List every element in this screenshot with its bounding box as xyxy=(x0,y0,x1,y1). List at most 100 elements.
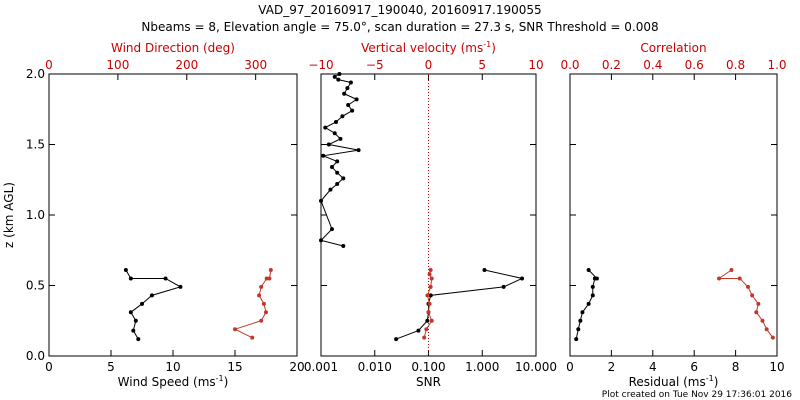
residual-top-tick-label: 0.6 xyxy=(685,58,704,72)
snr-series-black-point xyxy=(321,153,326,158)
wind-series-black-point xyxy=(178,284,183,289)
wind-series-black-point xyxy=(128,276,133,281)
snr-series-black-point xyxy=(329,227,334,232)
residual-bottom-tick-label: 4 xyxy=(649,360,657,374)
snr-series-black-point xyxy=(319,198,323,203)
wind-bottom-tick-label: 5 xyxy=(107,360,115,374)
snr-series-red-point xyxy=(427,272,432,277)
wind-series-black-point xyxy=(123,267,128,272)
snr-top-tick-label: −10 xyxy=(308,58,333,72)
snr-series-black-point xyxy=(326,142,331,147)
snr-series-black-point xyxy=(338,136,343,141)
y-tick-label: 2.0 xyxy=(26,67,45,81)
snr-series-black-point xyxy=(335,159,340,164)
snr-series-red-point xyxy=(425,293,430,298)
plot-created-footer: Plot created on Tue Nov 29 17:36:01 2016 xyxy=(602,390,792,400)
residual-series-red-point xyxy=(717,276,722,281)
snr-series-black-point xyxy=(354,97,359,102)
snr-series-red-2-line xyxy=(423,269,433,338)
snr-series-red-point xyxy=(427,301,432,306)
y-tick-label: 1.0 xyxy=(26,208,45,222)
residual-series-black-point xyxy=(586,267,591,272)
snr-panel: 0.001 0.010 0.100 1.000 10.000 −10 −5 0 5 10 SNR Ve… xyxy=(304,40,557,389)
wind-series-red-point xyxy=(264,310,268,315)
snr-top-tick-label: 5 xyxy=(478,58,486,72)
y-tick-label: 0.0 xyxy=(26,349,45,363)
snr-series-black-point xyxy=(350,108,355,113)
residual-top-tick-label: 0.4 xyxy=(643,58,662,72)
residual-series-red-1-line xyxy=(717,269,774,338)
residual-series-red-point xyxy=(737,276,742,281)
residual-x-axis-label: Residual (ms-1) xyxy=(629,374,719,389)
residual-bottom-tick-label: 2 xyxy=(608,360,616,374)
wind-x-axis-label: Wind Speed (ms-1) xyxy=(118,374,229,389)
wind-series-red-point xyxy=(267,276,272,281)
snr-series-black-point xyxy=(332,74,337,79)
residual-top-tick-label: 1.0 xyxy=(767,58,786,72)
residual-series-black-point xyxy=(576,327,581,332)
snr-bottom-tick-label: 0.010 xyxy=(358,360,392,374)
snr-series-black-point xyxy=(346,103,351,108)
residual-series-black-point xyxy=(574,337,579,342)
y-tick-label: 1.5 xyxy=(26,138,45,152)
residual-frame xyxy=(569,73,778,357)
snr-series-black-point xyxy=(332,131,337,136)
snr-series-red-point xyxy=(428,267,433,272)
snr-series-black-point xyxy=(416,328,421,333)
snr-series-black-1-line xyxy=(395,269,524,340)
snr-series-red-point xyxy=(428,284,433,289)
y-tick-label: 0.5 xyxy=(26,279,45,293)
snr-series-red-point xyxy=(424,327,429,332)
residual-series-red-point xyxy=(756,301,761,306)
snr-series-black-point xyxy=(333,119,338,124)
snr-top-tick-label: 10 xyxy=(528,58,543,72)
snr-top-tick-label: −5 xyxy=(366,58,384,72)
snr-top-axis-label: Vertical velocity (ms-1) xyxy=(361,40,496,55)
residual-series-red-point xyxy=(750,293,755,298)
snr-series-black-point xyxy=(328,187,333,192)
residual-bottom-tick-label: 10 xyxy=(769,360,784,374)
title-line-1: VAD_97_20160917_190040, 20160917.190055 xyxy=(258,3,541,17)
residual-series-black-point xyxy=(594,276,599,281)
title-line-2: Nbeams = 8, Elevation angle = 75.0°, sca… xyxy=(141,20,658,34)
snr-series-black-point xyxy=(394,337,399,342)
snr-series-black-point xyxy=(329,165,334,170)
residual-bottom-tick-label: 6 xyxy=(690,360,698,374)
snr-series-red-point xyxy=(429,276,434,281)
snr-series-black-point xyxy=(336,77,341,82)
wind-series-red-point xyxy=(268,267,273,272)
snr-x-axis-label: SNR xyxy=(416,375,441,389)
wind-bottom-tick-label: 0 xyxy=(45,360,53,374)
residual-top-tick-label: 0.8 xyxy=(726,58,745,72)
wind-series-black-point xyxy=(133,318,138,323)
snr-series-black-point xyxy=(319,238,323,243)
y-axis-label: z (km AGL) xyxy=(2,182,16,248)
wind-top-axis-label: Wind Direction (deg) xyxy=(111,41,235,55)
snr-series-black-point xyxy=(335,170,340,175)
residual-panel: 0 2 4 6 8 10 0.0 0.2 0.4 0.6 0.8 1.0 Residual (ms-1)… xyxy=(560,41,786,389)
wind-series-red-point xyxy=(257,293,262,298)
snr-bottom-tick-label: 0.001 xyxy=(304,360,338,374)
residual-top-tick-label: 0.2 xyxy=(602,58,621,72)
snr-top-tick-label: 0 xyxy=(425,58,433,72)
snr-series-black-point xyxy=(342,91,347,96)
residual-series-red-point xyxy=(770,335,775,340)
snr-series-black-point xyxy=(501,284,506,289)
snr-series-black-point xyxy=(520,276,525,281)
residual-bottom-tick-label: 0 xyxy=(566,360,574,374)
residual-top-tick-label: 0.0 xyxy=(560,58,579,72)
snr-series-black-point xyxy=(335,181,340,186)
wind-series-red-point xyxy=(261,301,266,306)
snr-bottom-tick-label: 1.000 xyxy=(465,360,499,374)
residual-bottom-tick-label: 8 xyxy=(732,360,740,374)
wind-series-red-point xyxy=(259,284,264,289)
residual-series-black-point xyxy=(578,318,583,323)
snr-series-black-point xyxy=(337,72,342,76)
snr-bottom-tick-label: 0.100 xyxy=(411,360,445,374)
residual-series-black-point xyxy=(590,293,595,298)
snr-series-black-0-line xyxy=(320,73,359,247)
snr-series-black-point xyxy=(345,86,350,91)
wind-top-tick-label: 100 xyxy=(106,58,129,72)
